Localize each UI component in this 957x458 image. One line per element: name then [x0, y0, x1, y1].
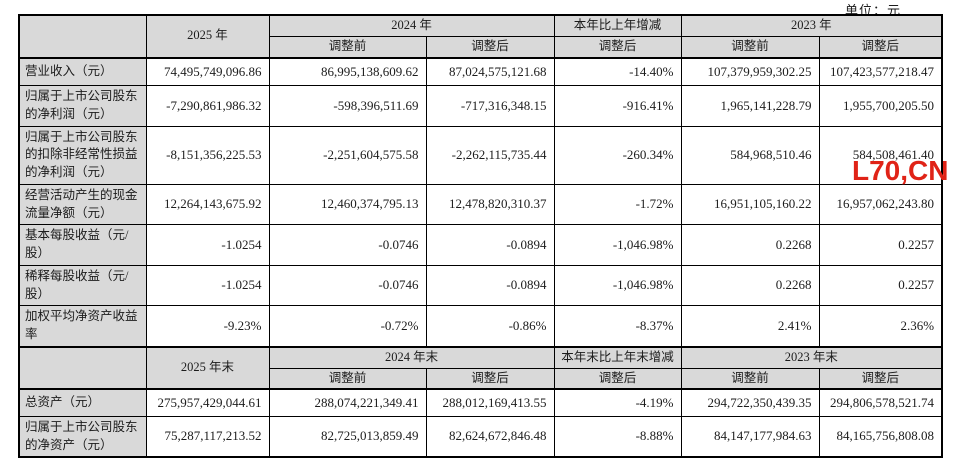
- value-cell: 288,012,169,413.55: [425, 388, 555, 417]
- table-row-operating-cash-flow: 经营活动产生的现金流量净额（元） 12,264,143,675.92 12,46…: [18, 183, 943, 226]
- watermark: L70,CN: [852, 155, 949, 186]
- value-cell: 0.2257: [818, 264, 943, 307]
- table-row-diluted-eps: 稀释每股收益（元/股） -1.0254 -0.0746 -0.0894 -1,0…: [18, 264, 943, 307]
- header-col-change: 本年比上年增减: [553, 14, 682, 37]
- value-cell: -0.0894: [425, 264, 555, 307]
- row-label: 总资产（元）: [18, 388, 147, 417]
- header-2024ye-adj-after: 调整后: [425, 367, 555, 390]
- table-row-net-profit: 归属于上市公司股东的净利润（元） -7,290,861,986.32 -598,…: [18, 85, 943, 127]
- table-row-total-assets: 总资产（元） 275,957,429,044.61 288,074,221,34…: [18, 388, 943, 417]
- header-2023-adj-before: 调整前: [680, 35, 820, 59]
- value-cell: 12,264,143,675.92: [145, 183, 270, 226]
- value-cell: -0.72%: [268, 305, 427, 348]
- value-cell: -1.72%: [553, 183, 682, 226]
- row-label: 稀释每股收益（元/股）: [18, 264, 147, 307]
- header-col-2023: 2023 年: [680, 14, 943, 37]
- table-row-deducted-net-profit: 归属于上市公司股东的扣除非经常性损益的净利润（元） -8,151,356,225…: [18, 125, 943, 185]
- value-cell: -2,251,604,575.58: [268, 125, 427, 185]
- value-cell: 16,951,105,160.22: [680, 183, 820, 226]
- table-row-basic-eps: 基本每股收益（元/股） -1.0254 -0.0746 -0.0894 -1,0…: [18, 224, 943, 266]
- value-cell: 107,423,577,218.47: [818, 56, 943, 86]
- row-label: 归属于上市公司股东的净利润（元）: [18, 85, 147, 127]
- header-col-2023-yearend: 2023 年末: [680, 345, 943, 369]
- value-cell: -598,396,511.69: [268, 85, 427, 127]
- value-cell: -0.86%: [425, 305, 555, 348]
- value-cell: 2.36%: [818, 305, 943, 348]
- annual-header-row-1: 2025 年 2024 年 本年比上年增减 2023 年: [18, 14, 943, 58]
- value-cell: -0.0894: [425, 224, 555, 266]
- corner-blank-cell: [18, 345, 147, 390]
- value-cell: -1,046.98%: [553, 224, 682, 266]
- header-col-yearend-change: 本年末比上年末增减: [553, 345, 682, 369]
- value-cell: 584,508,461.40: [818, 125, 943, 185]
- value-cell: 86,995,138,609.62: [268, 56, 427, 86]
- value-cell: -8.88%: [553, 415, 682, 458]
- value-cell: -717,316,348.15: [425, 85, 555, 127]
- financial-summary-table: 2025 年 2024 年 本年比上年增减 2023 年 调整前 调整后 调整后…: [18, 14, 944, 458]
- header-col-2024: 2024 年: [268, 14, 555, 37]
- value-cell: -2,262,115,735.44: [425, 125, 555, 185]
- header-col-2024-yearend: 2024 年末: [268, 345, 555, 369]
- header-change-ye-adj-after: 调整后: [553, 367, 682, 390]
- yearend-header-row-1: 2025 年末 2024 年末 本年末比上年末增减 2023 年末: [18, 345, 943, 390]
- value-cell: 82,624,672,846.48: [425, 415, 555, 458]
- header-col-2025: 2025 年: [145, 14, 270, 58]
- value-cell: 584,968,510.46: [680, 125, 820, 185]
- value-cell: 2.41%: [680, 305, 820, 348]
- header-2024ye-adj-before: 调整前: [268, 367, 427, 390]
- value-cell: -1.0254: [145, 264, 270, 307]
- value-cell: 0.2268: [680, 224, 820, 266]
- table-row-net-assets: 归属于上市公司股东的净资产（元） 75,287,117,213.52 82,72…: [18, 415, 943, 458]
- value-cell: 12,460,374,795.13: [268, 183, 427, 226]
- value-cell: -7,290,861,986.32: [145, 85, 270, 127]
- row-label: 加权平均净资产收益率: [18, 305, 147, 348]
- header-2023ye-adj-before: 调整前: [680, 367, 820, 390]
- header-2023-adj-after: 调整后: [818, 35, 943, 59]
- value-cell: -9.23%: [145, 305, 270, 348]
- value-cell: 0.2257: [818, 224, 943, 266]
- row-label: 基本每股收益（元/股）: [18, 224, 147, 266]
- value-cell: -8,151,356,225.53: [145, 125, 270, 185]
- value-cell: -0.0746: [268, 224, 427, 266]
- value-cell: 0.2268: [680, 264, 820, 307]
- value-cell: 294,806,578,521.74: [818, 388, 943, 417]
- value-cell: 16,957,062,243.80: [818, 183, 943, 226]
- value-cell: -1,046.98%: [553, 264, 682, 307]
- value-cell: 75,287,117,213.52: [145, 415, 270, 458]
- row-label: 营业收入（元）: [18, 56, 147, 86]
- value-cell: 288,074,221,349.41: [268, 388, 427, 417]
- value-cell: 82,725,013,859.49: [268, 415, 427, 458]
- value-cell: 275,957,429,044.61: [145, 388, 270, 417]
- value-cell: -1.0254: [145, 224, 270, 266]
- value-cell: 84,147,177,984.63: [680, 415, 820, 458]
- value-cell: -916.41%: [553, 85, 682, 127]
- value-cell: -4.19%: [553, 388, 682, 417]
- header-2024-adj-before: 调整前: [268, 35, 427, 59]
- row-label: 归属于上市公司股东的净资产（元）: [18, 415, 147, 458]
- value-cell: 87,024,575,121.68: [425, 56, 555, 86]
- table-row-revenue: 营业收入（元） 74,495,749,096.86 86,995,138,609…: [18, 56, 943, 86]
- header-col-2025-yearend: 2025 年末: [145, 345, 270, 390]
- table-row-weighted-avg-roe: 加权平均净资产收益率 -9.23% -0.72% -0.86% -8.37% 2…: [18, 305, 943, 348]
- annual-header-row-2: 调整前 调整后 调整后 调整前 调整后: [19, 35, 943, 59]
- header-change-adj-after: 调整后: [553, 35, 682, 59]
- value-cell: -0.0746: [268, 264, 427, 307]
- value-cell: -8.37%: [553, 305, 682, 348]
- value-cell: 1,955,700,205.50: [818, 85, 943, 127]
- value-cell: 1,965,141,228.79: [680, 85, 820, 127]
- value-cell: 12,478,820,310.37: [425, 183, 555, 226]
- row-label: 归属于上市公司股东的扣除非经常性损益的净利润（元）: [18, 125, 147, 185]
- header-2024-adj-after: 调整后: [425, 35, 555, 59]
- value-cell: -260.34%: [553, 125, 682, 185]
- value-cell: 107,379,959,302.25: [680, 56, 820, 86]
- header-2023ye-adj-after: 调整后: [818, 367, 943, 390]
- value-cell: 84,165,756,808.08: [818, 415, 943, 458]
- corner-blank-cell: [18, 14, 147, 58]
- value-cell: 294,722,350,439.35: [680, 388, 820, 417]
- row-label: 经营活动产生的现金流量净额（元）: [18, 183, 147, 226]
- value-cell: 74,495,749,096.86: [145, 56, 270, 86]
- value-cell: -14.40%: [553, 56, 682, 86]
